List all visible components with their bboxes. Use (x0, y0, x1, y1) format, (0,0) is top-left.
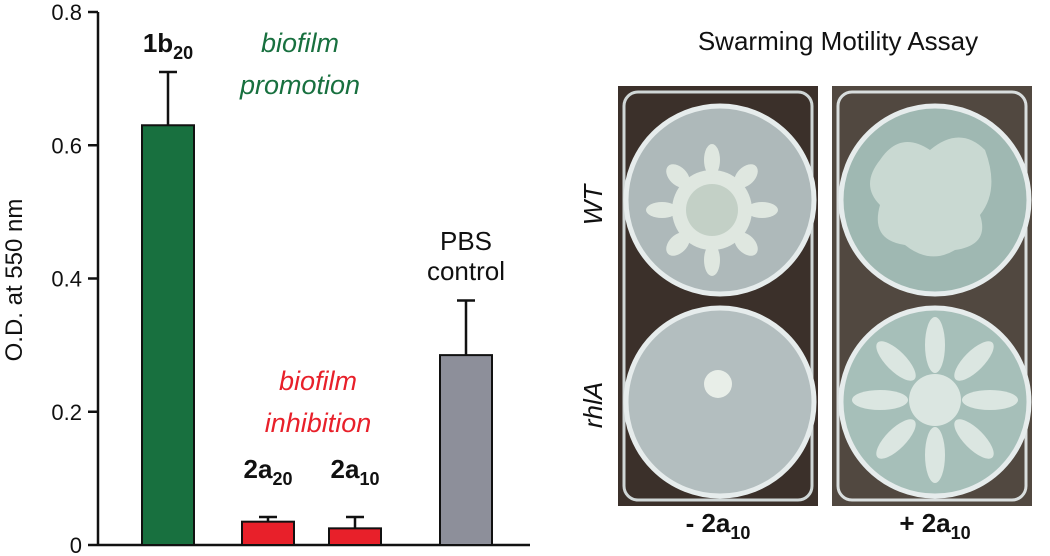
plate-rim (836, 90, 1028, 502)
colony (852, 317, 1018, 483)
error-bar (457, 299, 475, 356)
label-sub: 20 (272, 469, 292, 489)
label-sub: 10 (730, 523, 750, 543)
bar-label: PBS (440, 226, 492, 256)
label: 1b20 (143, 28, 193, 63)
error-bar (159, 70, 177, 126)
colony (704, 370, 732, 398)
label: + 2a10 (899, 508, 970, 543)
label: - 2a10 (686, 508, 751, 543)
annotation: biofilm (279, 366, 357, 396)
annotation: inhibition (265, 408, 372, 438)
y-tick-label: 0.6 (51, 133, 82, 158)
label-text: + 2a (899, 508, 951, 538)
error-bar (259, 515, 277, 522)
label-sub: 10 (359, 469, 379, 489)
label: 2a10 (331, 454, 380, 489)
error-bar (346, 515, 364, 529)
bar (439, 354, 493, 546)
label-text: 1b (143, 28, 173, 58)
bar (141, 124, 195, 546)
y-tick-label: 0.4 (51, 267, 82, 292)
label-text: 2a (331, 454, 360, 484)
label-text: - 2a (686, 508, 731, 538)
label-sub: 20 (173, 43, 193, 63)
y-tick-label: 0.2 (51, 400, 82, 425)
plate-rim (622, 90, 814, 502)
y-axis-label: O.D. at 550 nm (1, 199, 28, 362)
colony (870, 137, 992, 257)
annotation: promotion (239, 70, 360, 100)
row-label: WT (578, 183, 608, 226)
photo (618, 86, 1032, 506)
colony (646, 144, 778, 276)
label-text: 2a (244, 454, 273, 484)
bar-label: control (427, 256, 505, 286)
label-sub: 10 (951, 523, 971, 543)
photo-title: Swarming Motility Assay (698, 26, 978, 56)
label: 2a20 (244, 454, 293, 489)
well (623, 305, 817, 499)
bar (328, 527, 382, 546)
annotation: biofilm (261, 28, 339, 58)
y-tick-label: 0.8 (51, 0, 82, 25)
bar (241, 520, 295, 547)
row-label: rhlA (578, 382, 608, 428)
y-tick-label: 0 (70, 533, 82, 556)
